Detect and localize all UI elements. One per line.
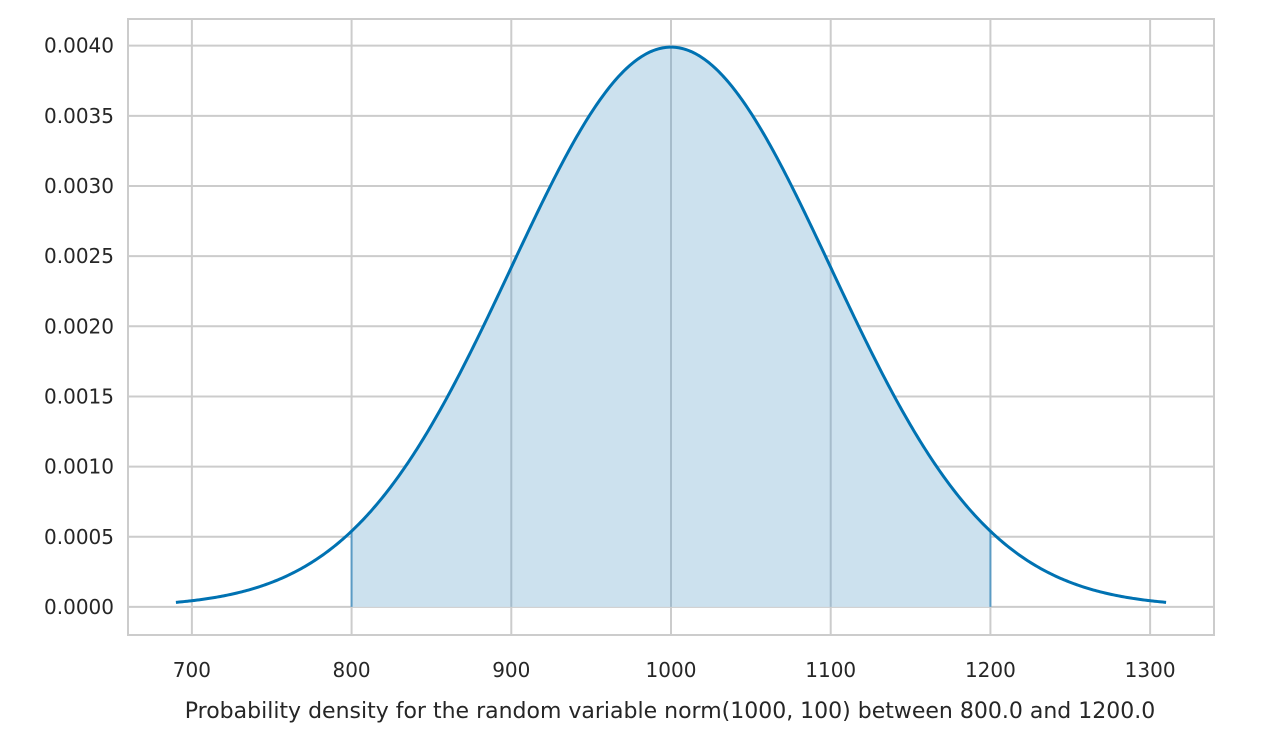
plot-border [127, 18, 1215, 636]
density-curve-group [175, 45, 1167, 604]
y-tick-label: 0.0020 [44, 314, 114, 338]
y-tick-label: 0.0000 [44, 595, 114, 619]
x-tick-label: 1000 [646, 658, 697, 682]
y-tick-label: 0.0035 [44, 104, 114, 128]
shaded-region-group [350, 47, 992, 607]
y-tick-label: 0.0010 [44, 455, 114, 479]
x-tick-label: 1200 [965, 658, 1016, 682]
x-tick-label: 1300 [1125, 658, 1176, 682]
y-tick-labels: 0.0000 0.0005 0.0010 0.0015 0.0020 0.0025 0.00… [44, 34, 114, 619]
x-tick-label: 700 [173, 658, 211, 682]
x-tick-labels: 700 800 900 1000 1100 1200 1300 [173, 658, 1176, 682]
x-axis-label: Probability density for the random varia… [185, 699, 1155, 724]
y-tick-label: 0.0015 [44, 384, 114, 408]
x-tick-label: 900 [492, 658, 530, 682]
density-curve [175, 45, 1167, 604]
x-tick-label: 800 [332, 658, 370, 682]
plot-frame [127, 18, 1215, 636]
y-tick-label: 0.0005 [44, 525, 114, 549]
x-tick-label: 1100 [805, 658, 856, 682]
y-tick-label: 0.0025 [44, 244, 114, 268]
y-tick-label: 0.0040 [44, 34, 114, 58]
y-tick-label: 0.0030 [44, 174, 114, 198]
